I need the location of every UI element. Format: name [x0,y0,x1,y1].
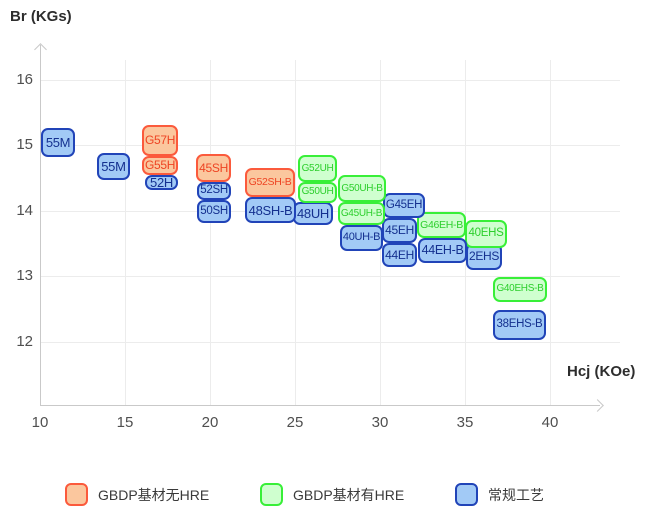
grade-label: G40EHS-B [496,283,544,295]
gridline-horizontal [40,341,620,343]
gridline-vertical [125,60,126,405]
grade-label: G57H [144,133,176,148]
grade-label: G46EH-B [420,218,463,231]
grade-box-g50uh[interactable]: G50UH [298,182,337,203]
grade-box-g46eh-b[interactable]: G46EH-B [417,212,466,239]
x-axis-line [40,405,600,406]
y-axis-title: Br (KGs) [10,8,72,25]
grade-box-40ehs[interactable]: 40EHS [465,219,507,249]
y-axis-line [40,45,41,405]
x-tick-label: 25 [286,414,304,431]
x-tick-label: 10 [31,414,49,431]
grade-label: 45EH [385,223,414,238]
grade-box-55m[interactable]: 55M [41,127,76,158]
grade-label: G50UH [301,186,334,198]
gridline-vertical [550,60,551,405]
grade-box-g52sh-b[interactable]: G52SH-B [245,168,295,198]
gridline-horizontal [40,276,620,278]
grade-label: 45SH [199,160,228,175]
x-tick-label: 30 [371,414,389,431]
x-tick-label: 35 [456,414,474,431]
grade-label: 55M [45,134,71,150]
gridline-vertical [210,60,211,405]
grade-label: 52H [150,174,173,190]
grade-box-g52uh[interactable]: G52UH [298,155,337,183]
grade-box-38ehs-b[interactable]: 38EHS-B [493,310,546,341]
grade-box-48sh-b[interactable]: 48SH-B [245,197,297,224]
grade-label: 40UH-B [342,231,381,244]
legend-swatch-icon [65,483,88,506]
legend-item-with_hre[interactable]: GBDP基材有HRE [260,483,404,506]
grade-label: G55H [144,158,176,173]
legend-swatch-icon [455,483,478,506]
grade-box-g57h[interactable]: G57H [142,125,179,156]
x-tick-label: 20 [201,414,219,431]
grade-label: G45UH-B [340,207,383,219]
gridline-horizontal [40,80,620,81]
x-tick-label: 15 [116,414,134,431]
legend-label: GBDP基材有HRE [293,486,405,503]
gridline-vertical [295,60,296,405]
grade-label: 52SH [200,184,228,197]
grade-box-44eh[interactable]: 44EH [382,242,418,268]
grade-box-g40ehs-b[interactable]: G40EHS-B [493,276,547,302]
grade-label: G50UH-B [341,182,383,194]
grade-box-48uh[interactable]: 48UH [292,202,334,226]
grade-label: 44EH [385,247,414,262]
grade-box-g45eh[interactable]: G45EH [383,193,426,218]
y-axis-arrow-icon [34,43,47,56]
grade-box-44eh-b[interactable]: 44EH-B [418,238,468,264]
grade-box-50sh[interactable]: 50SH [197,199,232,224]
grade-label: 38EHS-B [496,318,543,331]
x-tick-label: 40 [541,414,559,431]
grade-label: G45EH [385,198,423,211]
legend-item-none_hre[interactable]: GBDP基材无HRE [65,483,209,506]
gridline-horizontal [40,145,620,147]
grade-label: 48UH [296,206,330,222]
x-axis-arrow-icon [591,399,604,412]
grade-label: 55M [101,159,126,175]
grade-label: 48SH-B [248,202,293,218]
grade-box-g50uh-b[interactable]: G50UH-B [338,174,386,203]
grade-label: 44EH-B [421,243,464,258]
y-tick-label: 13 [16,267,33,285]
grade-label: G52UH [301,162,334,174]
grade-box-45sh[interactable]: 45SH [196,153,232,182]
grade-box-40uh-b[interactable]: 40UH-B [340,225,384,251]
grade-box-g45uh-b[interactable]: G45UH-B [338,202,385,226]
grade-label: G52SH-B [248,176,292,189]
legend-label: 常规工艺 [488,486,544,503]
grade-label: 40EHS [468,227,504,240]
y-tick-label: 15 [16,136,33,154]
grade-label: 2EHS [468,249,500,264]
grade-box-g55h[interactable]: G55H [142,155,179,175]
grade-box-55m[interactable]: 55M [96,153,130,181]
legend-label: GBDP基材无HRE [98,486,210,503]
x-axis-title: Hcj (KOe) [567,363,636,380]
legend: GBDP基材无HRE GBDP基材有HRE 常规工艺 [0,481,645,511]
grade-box-52sh[interactable]: 52SH [197,182,232,200]
grade-label: 50SH [200,204,228,217]
y-tick-label: 12 [16,332,33,350]
legend-item-regular[interactable]: 常规工艺 [455,483,544,506]
legend-swatch-icon [260,483,283,506]
grade-box-52h[interactable]: 52H [145,174,179,190]
y-tick-label: 16 [16,71,33,88]
grade-box-45eh[interactable]: 45EH [382,217,418,243]
y-tick-label: 14 [16,201,33,219]
